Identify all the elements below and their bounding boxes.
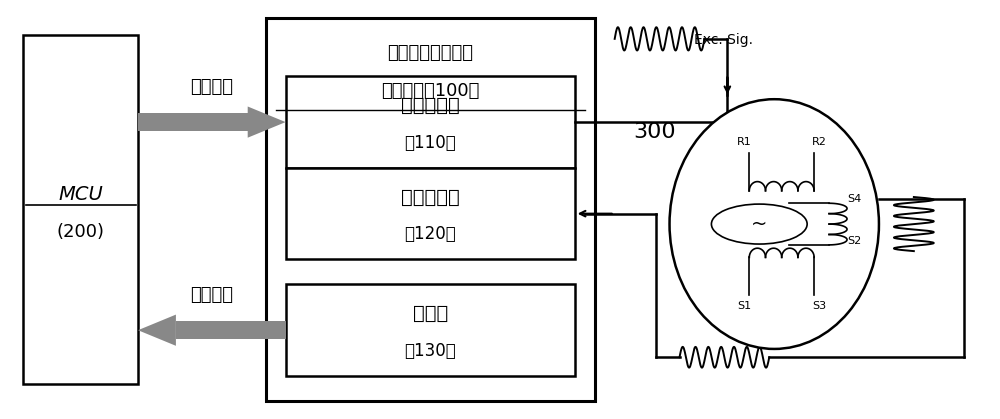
Text: 300: 300 (633, 122, 676, 142)
Text: Exc. Sig.: Exc. Sig. (694, 33, 753, 47)
Bar (23, 35, 138, 384)
Text: 运算结果: 运算结果 (190, 286, 233, 304)
Text: (200): (200) (57, 223, 105, 241)
Text: 信号生成部: 信号生成部 (401, 96, 460, 115)
Text: S4: S4 (847, 194, 861, 204)
Text: （110）: （110） (404, 134, 456, 152)
Ellipse shape (670, 99, 879, 349)
Circle shape (711, 204, 807, 244)
Text: 信号接收部: 信号接收部 (401, 188, 460, 207)
Text: R1: R1 (737, 137, 752, 147)
Text: R2: R2 (812, 137, 827, 147)
Bar (286, 168, 575, 259)
Polygon shape (138, 114, 248, 131)
Polygon shape (248, 106, 286, 138)
Text: （130）: （130） (404, 342, 456, 360)
Text: 旋转变压器传感器: 旋转变压器传感器 (387, 44, 473, 62)
Bar (286, 285, 575, 376)
Bar (286, 76, 575, 168)
Text: 运算部: 运算部 (413, 304, 448, 323)
Text: ~: ~ (751, 215, 767, 233)
Text: S1: S1 (737, 301, 751, 311)
Text: S2: S2 (847, 236, 861, 246)
Text: 管理装置（100）: 管理装置（100） (381, 82, 479, 100)
Text: 控制信号: 控制信号 (190, 78, 233, 96)
Polygon shape (176, 321, 286, 339)
Text: MCU: MCU (58, 186, 103, 204)
Text: （120）: （120） (404, 225, 456, 243)
Text: S3: S3 (812, 301, 826, 311)
Bar (266, 18, 595, 401)
Polygon shape (138, 315, 176, 346)
